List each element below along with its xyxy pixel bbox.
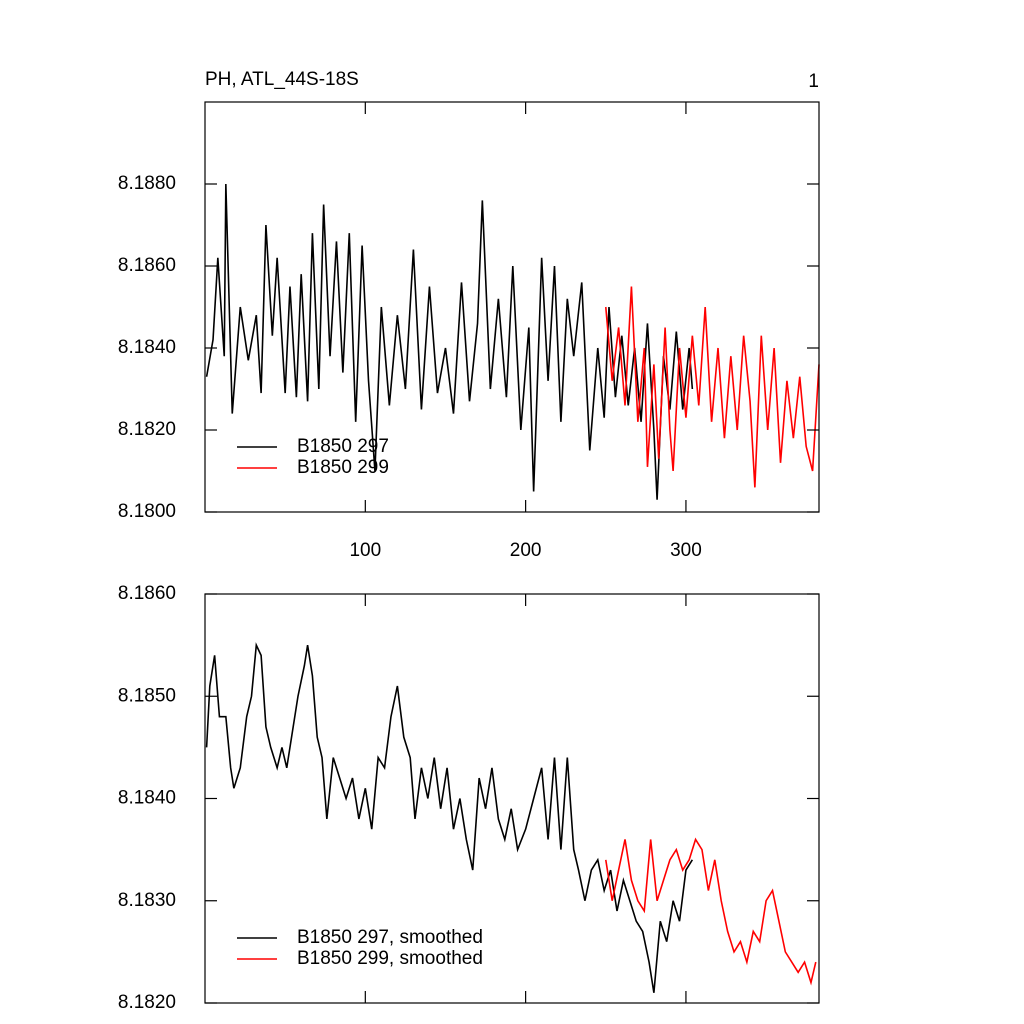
legend-label: B1850 299, smoothed bbox=[297, 948, 483, 969]
x-tick-label: 200 bbox=[510, 540, 542, 561]
legend-label: B1850 297, smoothed bbox=[297, 927, 483, 948]
right-title: 1 bbox=[808, 71, 819, 92]
y-tick-label: 8.1800 bbox=[118, 501, 176, 522]
y-tick-label: 8.1820 bbox=[118, 419, 176, 440]
y-tick-label: 8.1860 bbox=[118, 255, 176, 276]
y-tick-label: 8.1840 bbox=[118, 788, 176, 809]
series-line bbox=[205, 642, 694, 993]
y-tick-label: 8.1840 bbox=[118, 337, 176, 358]
legend-label: B1850 297 bbox=[297, 436, 389, 457]
x-tick-label: 300 bbox=[670, 540, 702, 561]
y-tick-label: 8.1880 bbox=[118, 173, 176, 194]
y-tick-label: 8.1820 bbox=[118, 992, 176, 1013]
series-line bbox=[205, 183, 694, 500]
y-tick-label: 8.1830 bbox=[118, 890, 176, 911]
chart-title: PH, ATL_44S-18S bbox=[205, 69, 359, 90]
series-line bbox=[604, 837, 817, 986]
y-tick-label: 8.1850 bbox=[118, 685, 176, 706]
x-tick-label: 100 bbox=[349, 540, 381, 561]
y-tick-label: 8.1860 bbox=[118, 583, 176, 604]
legend-label: B1850 299 bbox=[297, 457, 389, 478]
series-line bbox=[604, 286, 820, 488]
plot-frame bbox=[204, 101, 820, 513]
